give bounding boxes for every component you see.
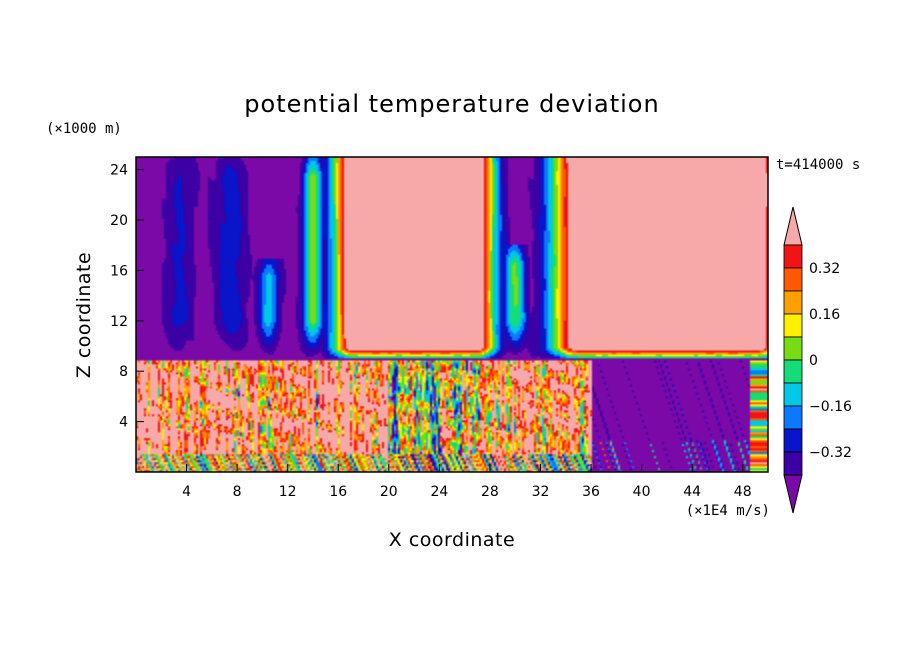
colorbar-tick-label: −0.32 bbox=[809, 445, 852, 461]
colorbar-box bbox=[783, 428, 803, 453]
colorbar-box bbox=[783, 244, 803, 269]
x-tick-label: 44 bbox=[683, 484, 701, 500]
x-tick-label: 8 bbox=[233, 484, 242, 500]
colorbar-box bbox=[783, 451, 803, 476]
x-tick-label: 40 bbox=[633, 484, 651, 500]
colorbar-tick-label: 0.32 bbox=[809, 261, 840, 277]
y-axis: 4 8 12 16 20 24 bbox=[110, 163, 144, 431]
time-label: t=414000 s bbox=[776, 157, 860, 173]
plot-area bbox=[135, 156, 769, 473]
y-tick-label: 24 bbox=[110, 163, 128, 179]
colorbar-min-triangle bbox=[783, 474, 803, 514]
y-tick-label: 16 bbox=[110, 263, 128, 279]
colorbar-max-triangle bbox=[783, 206, 803, 246]
x-tick-label: 12 bbox=[279, 484, 297, 500]
x-axis-label: X coordinate bbox=[389, 529, 515, 551]
x-unit-label: (×1E4 m/s) bbox=[686, 503, 770, 519]
colorbar-box bbox=[783, 313, 803, 338]
x-tick-label: 48 bbox=[734, 484, 752, 500]
y-tick-label: 4 bbox=[119, 415, 128, 431]
y-tick-label: 12 bbox=[110, 314, 128, 330]
x-tick-label: 16 bbox=[329, 484, 347, 500]
y-tick-label: 8 bbox=[119, 364, 128, 380]
colorbar-box bbox=[783, 336, 803, 361]
x-axis: 4 8 12 16 20 24 28 32 36 40 44 48 bbox=[182, 464, 752, 500]
y-tick-label: 20 bbox=[110, 213, 128, 229]
y-axis-label: Z coordinate bbox=[73, 252, 95, 378]
x-tick-label: 4 bbox=[182, 484, 191, 500]
x-tick-label: 28 bbox=[481, 484, 499, 500]
chart-title: potential temperature deviation bbox=[244, 90, 659, 118]
colorbar-tick-label: −0.16 bbox=[809, 399, 852, 415]
plot-frame bbox=[135, 156, 769, 473]
colorbar-box bbox=[783, 267, 803, 292]
colorbar: 0.32 0.16 0 −0.16 −0.32 bbox=[783, 206, 852, 514]
colorbar-box bbox=[783, 359, 803, 384]
colorbar-box bbox=[783, 405, 803, 430]
colorbar-box bbox=[783, 290, 803, 315]
x-tick-label: 32 bbox=[532, 484, 550, 500]
x-tick-label: 20 bbox=[380, 484, 398, 500]
y-unit-label: (×1000 m) bbox=[46, 121, 122, 137]
colorbar-tick-label: 0 bbox=[809, 353, 818, 369]
colorbar-tick-label: 0.16 bbox=[809, 307, 840, 323]
x-tick-label: 24 bbox=[430, 484, 448, 500]
field-image bbox=[136, 157, 768, 472]
colorbar-box bbox=[783, 382, 803, 407]
x-tick-label: 36 bbox=[582, 484, 600, 500]
